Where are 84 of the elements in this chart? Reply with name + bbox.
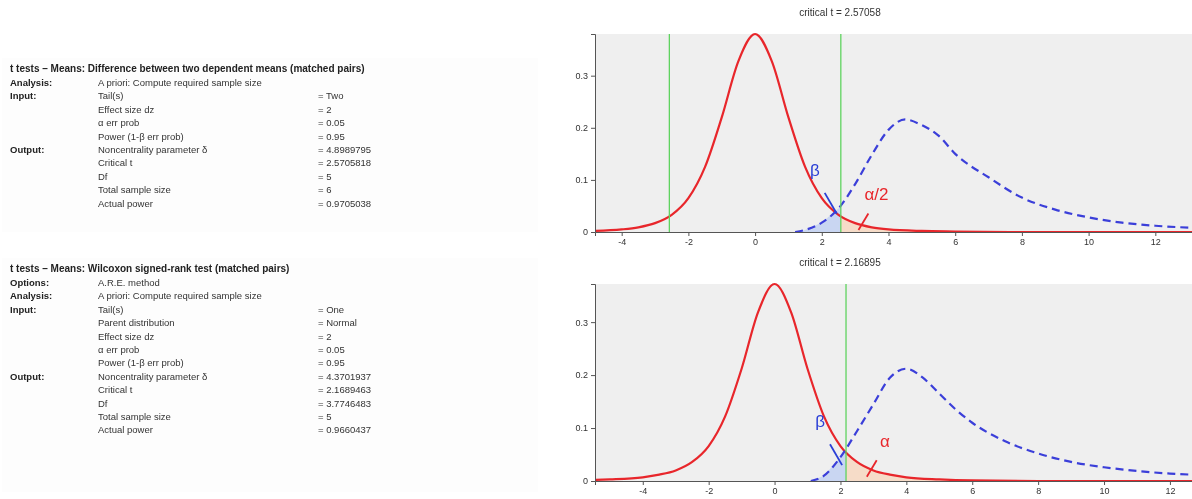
category-label: Options: — [10, 277, 50, 288]
category-label: Effect size dz — [98, 103, 155, 115]
x-tick-label: -2 — [684, 237, 693, 248]
text: = 2.5705818 — [318, 157, 372, 169]
category-label: Critical t — [98, 384, 133, 396]
category-label: Analysis: — [10, 77, 53, 88]
text: = 0.95 — [318, 357, 345, 369]
x-tick-label: 2 — [819, 237, 825, 248]
annotation: β — [815, 412, 826, 432]
y-tick-label: 0.1 — [575, 175, 588, 186]
x-tick-label: 4 — [886, 237, 892, 248]
category-label: Tail(s) — [98, 303, 124, 315]
category-label: Noncentrality parameter δ — [98, 144, 208, 155]
text: = 0.95 — [318, 130, 345, 142]
text: = 5 — [318, 411, 332, 422]
x-tick-label: 12 — [1150, 237, 1161, 248]
category-label: Power (1-β err prob) — [98, 130, 184, 142]
text: = 6 — [318, 184, 332, 196]
x-tick-label: -4 — [639, 486, 648, 497]
category-label: Tail(s) — [98, 90, 124, 102]
y-tick-label: 0.2 — [575, 123, 588, 134]
category-label: Output: — [10, 144, 45, 155]
annotation: α/2 — [864, 184, 889, 204]
category-label: Analysis: — [10, 290, 53, 302]
text: = 0.05 — [318, 344, 345, 355]
y-tick-label: 0 — [582, 227, 588, 238]
category-label: Output: — [10, 370, 45, 382]
category-label: Noncentrality parameter δ — [98, 370, 208, 382]
category-label: A.R.E. method — [98, 277, 160, 288]
text: = 3.7746483 — [318, 397, 372, 409]
text: = 5 — [318, 170, 332, 182]
text: = Normal — [318, 317, 357, 329]
category-label: Input: — [10, 90, 37, 102]
x-tick-label: 6 — [970, 486, 976, 497]
text: = 2.1689463 — [318, 384, 372, 396]
y-tick-label: 0.1 — [575, 423, 588, 434]
text: = 2 — [318, 330, 332, 342]
category-label: Total sample size — [98, 411, 171, 422]
text: = Two — [318, 90, 344, 102]
category-label: Critical t — [98, 157, 133, 169]
x-tick-label: 12 — [1165, 486, 1176, 497]
annotation: α — [879, 431, 890, 451]
y-tick-label: 0.2 — [575, 370, 588, 381]
x-tick-label: 8 — [1019, 237, 1025, 248]
text: = 2 — [318, 103, 332, 115]
x-tick-label: 2 — [838, 486, 844, 497]
x-tick-label: -2 — [705, 486, 714, 497]
chart-title: critical t = 2.57058 — [799, 7, 882, 18]
text: = 4.8989795 — [318, 144, 372, 155]
x-tick-label: 4 — [904, 486, 910, 497]
text: = 0.05 — [318, 117, 345, 129]
x-tick-label: 0 — [753, 237, 759, 248]
text: t tests – Means: Wilcoxon signed-rank test (matched pairs) — [10, 263, 290, 274]
category-label: A priori: Compute required sample size — [98, 77, 262, 88]
x-tick-label: 8 — [1036, 486, 1042, 497]
category-label: Total sample size — [98, 184, 171, 196]
x-tick-label: 10 — [1084, 237, 1095, 248]
category-label: Actual power — [98, 424, 153, 436]
line-series — [593, 32, 1192, 234]
y-tick-label: 0 — [582, 476, 588, 487]
x-tick-label: 10 — [1099, 486, 1110, 497]
category-label: α err prob — [98, 344, 140, 355]
text: = One — [318, 303, 345, 315]
text: = 0.9660437 — [318, 424, 372, 436]
category-label: α err prob — [98, 117, 140, 129]
text: t tests – Means: Difference between two dependent means (matched pairs) — [10, 63, 365, 74]
category-label: A priori: Compute required sample size — [98, 290, 262, 302]
text: = 0.9705038 — [318, 197, 372, 209]
line-series — [593, 282, 1192, 483]
x-tick-label: 0 — [772, 486, 778, 497]
annotation: β — [809, 160, 820, 180]
category-label: Df — [98, 170, 108, 182]
category-label: Actual power — [98, 197, 153, 209]
category-label: Df — [98, 397, 108, 409]
category-label: Power (1-β err prob) — [98, 357, 184, 369]
y-tick-label: 0.3 — [575, 71, 588, 82]
category-label: Effect size dz — [98, 330, 155, 342]
category-label: Input: — [10, 303, 37, 315]
chart-title: critical t = 2.16895 — [799, 257, 882, 268]
x-tick-label: -4 — [618, 237, 627, 248]
y-tick-label: 0.3 — [575, 317, 588, 328]
category-label: Parent distribution — [98, 317, 175, 329]
text: = 4.3701937 — [318, 370, 372, 382]
x-tick-label: 6 — [953, 237, 959, 248]
